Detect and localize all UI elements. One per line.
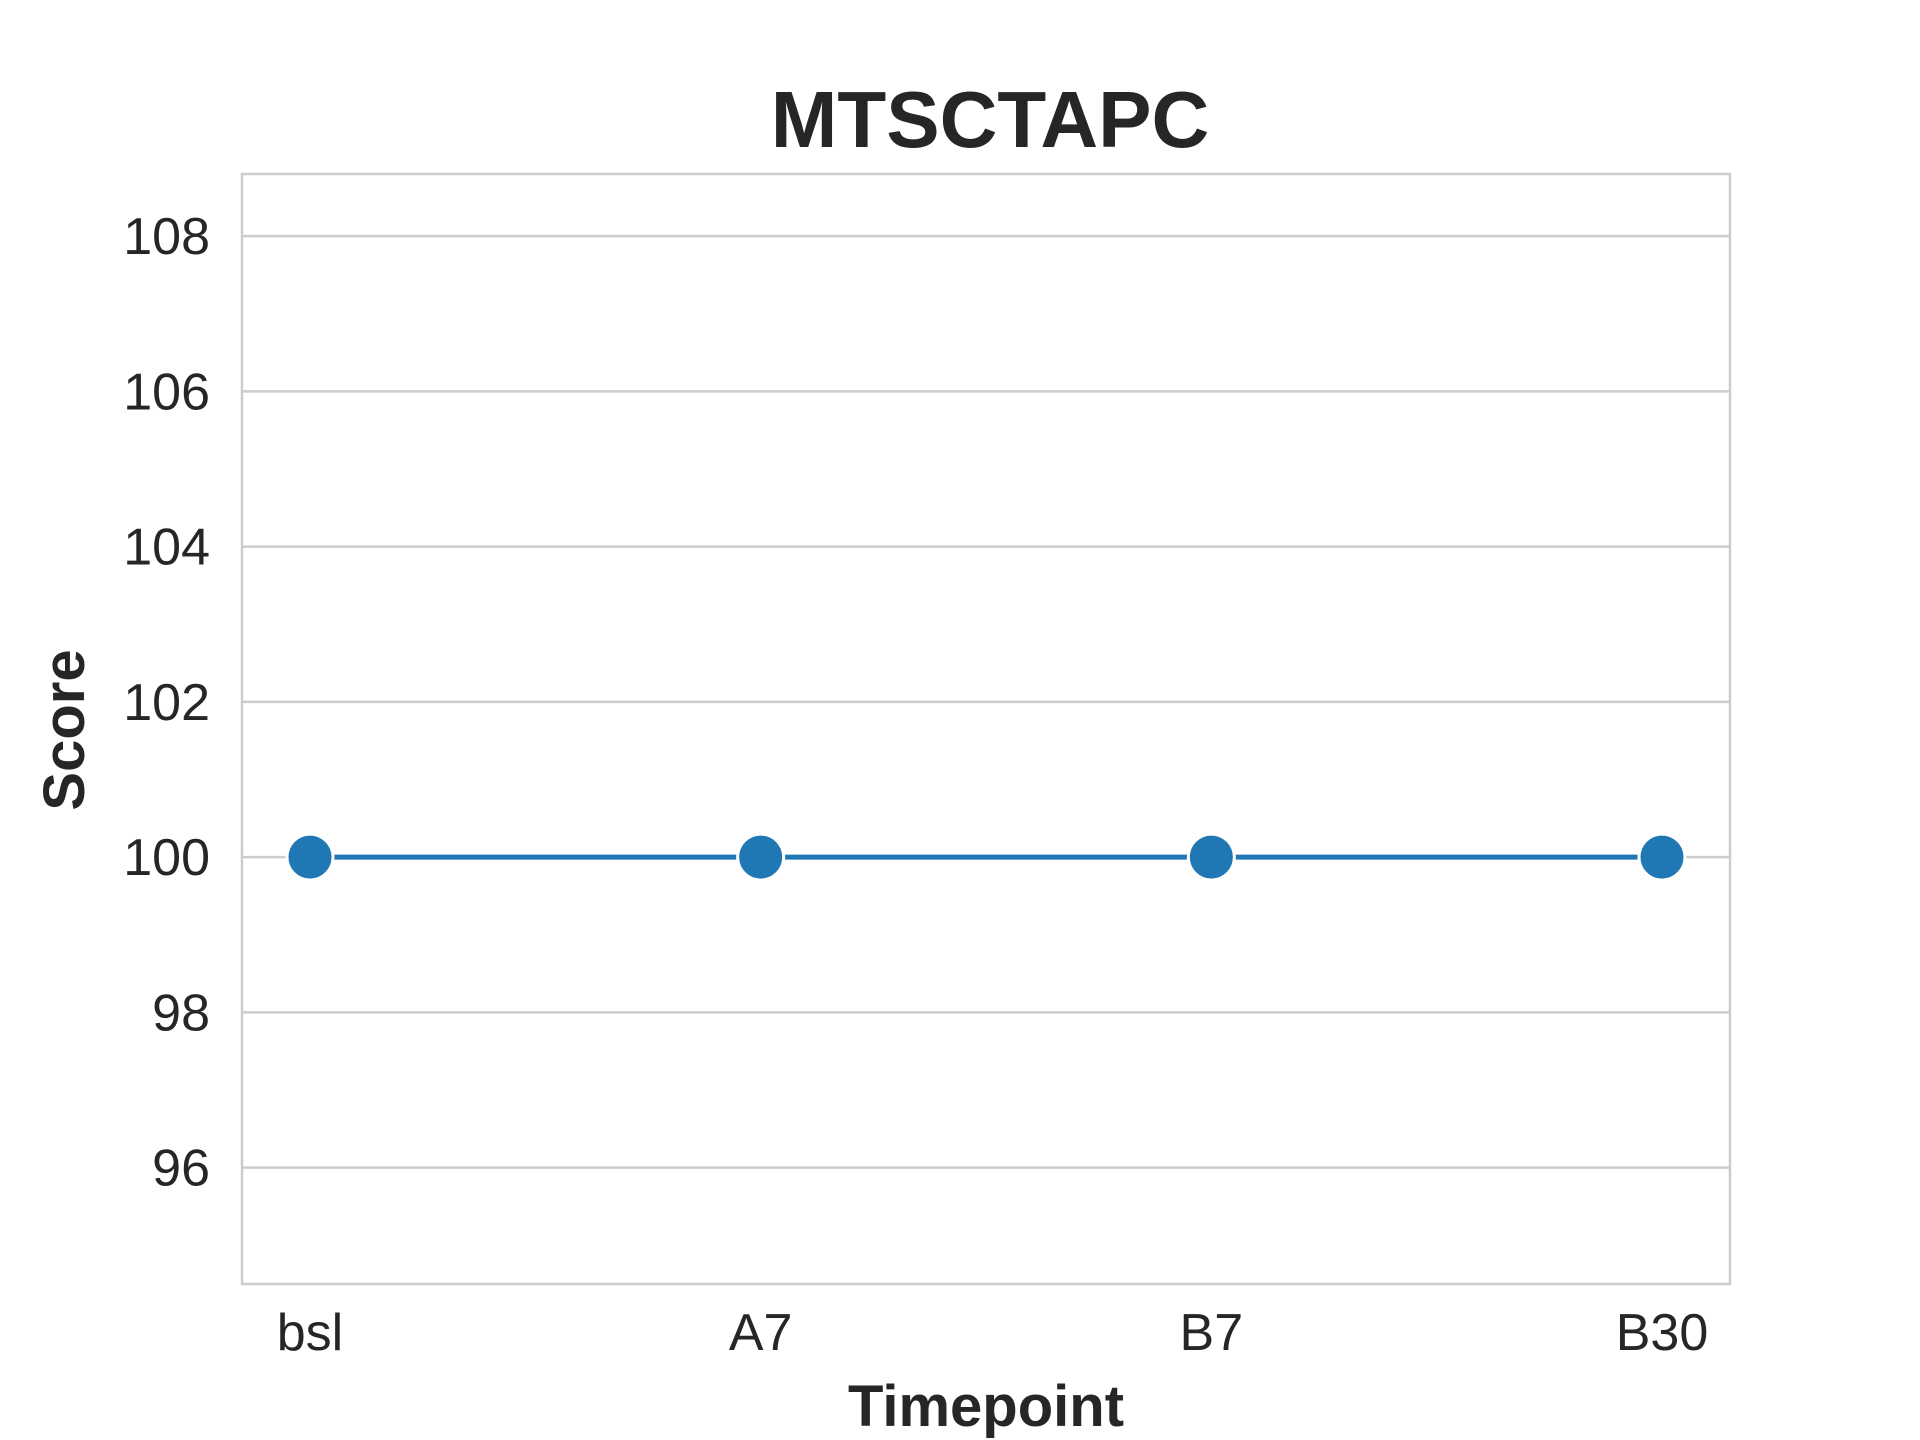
- y-tick-label: 106: [123, 363, 210, 421]
- x-tick-label: B7: [1180, 1304, 1244, 1362]
- y-tick-label: 102: [123, 674, 210, 732]
- y-tick-labels: 96 98 100 102 104 106 108: [123, 208, 210, 1197]
- x-tick-labels: bsl A7 B7 B30: [277, 1304, 1709, 1362]
- y-axis-label: Score: [32, 649, 97, 810]
- data-point: [1186, 832, 1236, 882]
- series-layer: [285, 832, 1687, 882]
- x-tick-label: B30: [1616, 1304, 1709, 1362]
- y-tick-label: 108: [123, 208, 210, 266]
- x-axis-label: Timepoint: [848, 1374, 1124, 1439]
- chart-title: MTSCTAPC: [771, 75, 1209, 164]
- y-tick-label: 96: [152, 1140, 210, 1198]
- x-tick-label: bsl: [277, 1304, 343, 1362]
- data-point: [285, 832, 335, 882]
- data-point: [736, 832, 786, 882]
- y-tick-label: 104: [123, 519, 210, 577]
- plot-frame: [240, 172, 1732, 1286]
- data-point: [1637, 832, 1687, 882]
- y-tick-label: 98: [152, 984, 210, 1042]
- x-tick-label: A7: [729, 1304, 793, 1362]
- y-tick-label: 100: [123, 829, 210, 887]
- gridlines: [242, 234, 1730, 1169]
